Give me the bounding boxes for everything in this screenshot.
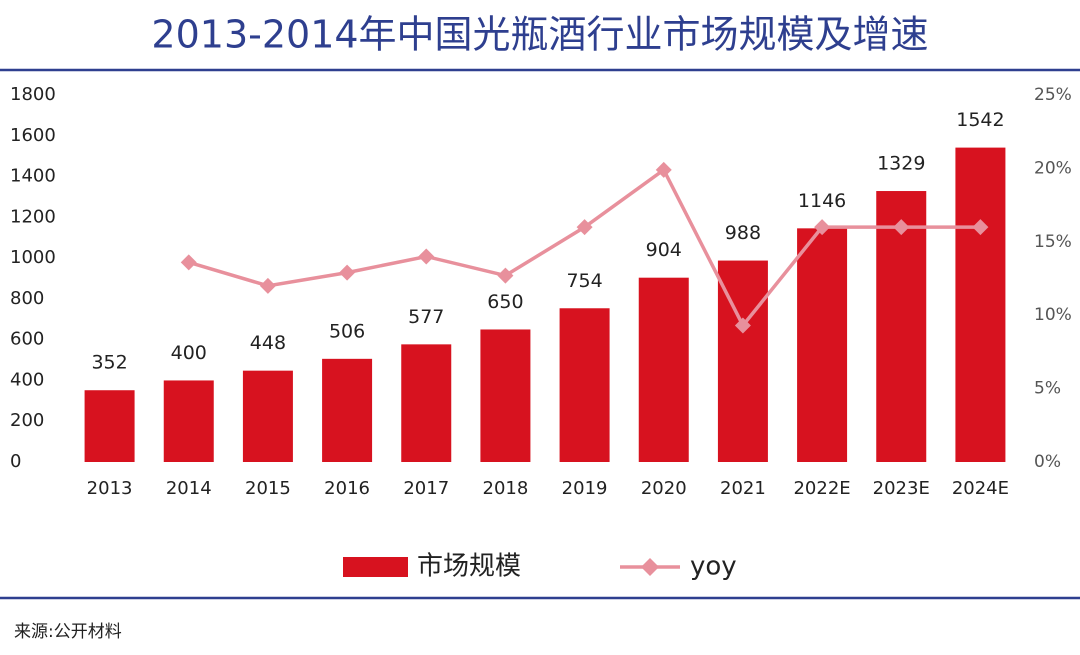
y2-tick-label: 10% [1034,305,1072,325]
y-tick-label: 800 [10,288,44,309]
legend-label: 市场规模 [417,552,521,582]
data-label: 1146 [798,190,846,212]
line-marker [814,219,831,236]
y2-tick-label: 5% [1034,379,1061,399]
y-tick-label: 1200 [10,206,56,227]
bar [876,191,927,462]
x-tick-label: 2017 [403,478,449,499]
line [188,167,981,329]
line-marker [655,161,672,178]
bar [480,329,531,462]
x-tick-label: 2024E [952,478,1009,499]
bar [322,358,373,462]
data-label: 1542 [956,109,1004,131]
bar [84,390,135,462]
line-marker [259,277,276,294]
line-marker [972,219,989,236]
y-tick-label: 200 [10,410,44,431]
y2-tick-label: 0% [1034,452,1061,472]
line-marker [180,254,197,271]
x-tick-label: 2020 [641,478,687,499]
bar [955,147,1006,462]
line-marker [734,317,751,334]
bar [638,277,689,462]
y2-tick-label: 20% [1034,158,1072,178]
bar [559,308,610,462]
line-marker [497,267,514,284]
line-marker [418,248,435,265]
line-marker [576,219,593,236]
y-tick-label: 1800 [10,84,56,105]
data-label: 400 [171,342,207,364]
x-tick-label: 2013 [87,478,133,499]
chart-title: 2013-2014年中国光瓶酒行业市场规模及增速 [151,13,928,57]
x-tick-label: 2014 [166,478,212,499]
y-tick-label: 1000 [10,247,56,268]
x-tick-label: 2019 [562,478,608,499]
y2-tick-label: 25% [1034,85,1072,105]
x-tick-label: 2022E [793,478,850,499]
legend-label: yoy [690,552,737,582]
legend-swatch [641,558,659,576]
y-tick-label: 1600 [10,125,56,146]
bar [797,228,848,462]
data-label: 506 [329,320,365,342]
y2-tick-label: 15% [1034,232,1072,252]
y-tick-label: 1400 [10,166,56,187]
x-tick-label: 2016 [324,478,370,499]
y-tick-label: 400 [10,369,44,390]
bar [242,370,293,462]
bar [163,380,214,462]
x-tick-label: 2018 [483,478,529,499]
data-label: 577 [408,306,444,328]
y-tick-label: 0 [10,451,21,472]
x-tick-label: 2015 [245,478,291,499]
x-tick-label: 2023E [873,478,930,499]
y-tick-label: 600 [10,329,44,350]
data-label: 1329 [877,153,925,175]
data-label: 352 [91,352,127,374]
x-tick-label: 2021 [720,478,766,499]
source-note: 来源:公开材料 [14,622,122,642]
data-label: 904 [646,239,682,261]
data-label: 754 [566,270,602,292]
legend-swatch [343,557,408,577]
data-label: 448 [250,332,286,354]
line-marker [893,219,910,236]
data-label: 988 [725,222,761,244]
data-label: 650 [487,291,523,313]
bar [401,344,452,462]
line-marker [339,264,356,281]
